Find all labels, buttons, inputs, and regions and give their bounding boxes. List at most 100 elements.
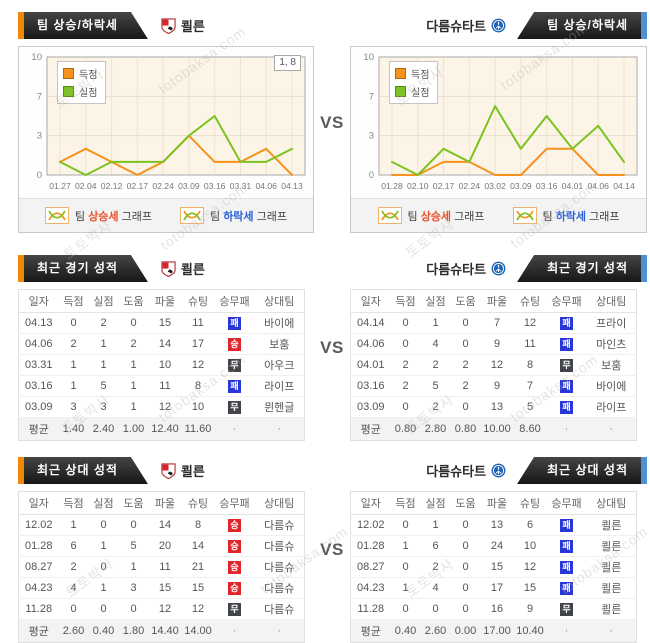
svg-text:04.13: 04.13 bbox=[281, 181, 303, 191]
stat-cell: 0 bbox=[450, 556, 481, 578]
date-cell: 12.02 bbox=[18, 514, 59, 536]
legend-label: 득점 bbox=[79, 70, 98, 81]
team-name-left[interactable]: 쾰른 bbox=[180, 464, 205, 479]
svg-text:03.09: 03.09 bbox=[510, 181, 532, 191]
legend-label: 득점 bbox=[411, 70, 430, 81]
result-cell: 승 bbox=[214, 556, 255, 578]
average-value: 0.80 bbox=[390, 417, 421, 441]
result-cell: 패 bbox=[546, 535, 587, 557]
stat-cell: 12 bbox=[513, 556, 547, 578]
result-badge: 패 bbox=[228, 316, 241, 330]
date-cell: 03.31 bbox=[18, 354, 59, 376]
recent-title: 최근 경기 성적 bbox=[37, 261, 118, 275]
svg-text:03.31: 03.31 bbox=[230, 181, 252, 191]
vs-label: VS bbox=[320, 338, 344, 357]
stat-cell: 1 bbox=[88, 333, 119, 355]
recent-left-column: 최근 경기 성적 쾰른 일자 득점 실점 도움 파울 슈팅 승무패 상대팀 04.13 0 2 0 15… bbox=[0, 255, 314, 441]
team-name-right[interactable]: 다름슈타트 bbox=[426, 464, 487, 479]
team-name-right[interactable]: 다름슈타트 bbox=[426, 262, 487, 277]
average-label: 평균 bbox=[18, 417, 59, 441]
team-name-left[interactable]: 쾰른 bbox=[180, 19, 205, 34]
average-value: 2.60 bbox=[420, 619, 451, 643]
table-row: 03.31 1 1 1 10 12 무 아우크 bbox=[18, 354, 305, 376]
table-row: 11.28 0 0 0 12 12 무 다름슈 bbox=[18, 598, 305, 620]
column-header: 승무패 bbox=[214, 491, 255, 515]
stat-cell: 0 bbox=[88, 556, 119, 578]
column-header: 파울 bbox=[480, 289, 514, 313]
header-accent-blue bbox=[641, 255, 647, 282]
result-cell: 패 bbox=[214, 375, 255, 397]
svg-text:04.14: 04.14 bbox=[613, 181, 635, 191]
chart-legend-item: 실점 bbox=[63, 84, 97, 99]
column-header: 일자 bbox=[350, 491, 391, 515]
stat-cell: 5 bbox=[118, 535, 149, 557]
result-badge: 패 bbox=[560, 400, 573, 414]
table-header-row: 일자 득점 실점 도움 파울 슈팅 승무패 상대팀 bbox=[350, 289, 637, 313]
opponent-cell: 다름슈 bbox=[254, 556, 305, 578]
empty-cell: · bbox=[586, 619, 637, 643]
stat-cell: 15 bbox=[181, 577, 215, 599]
column-header: 득점 bbox=[390, 491, 421, 515]
column-header: 득점 bbox=[390, 289, 421, 313]
stat-cell: 2 bbox=[450, 375, 481, 397]
svg-text:7: 7 bbox=[369, 91, 374, 102]
stat-cell: 0 bbox=[118, 514, 149, 536]
opponent-cell: 쾰른 bbox=[586, 535, 637, 557]
vs-label: VS bbox=[320, 540, 344, 559]
trend-chart-left: 0 3 7 10 01.27 02.04 02.12 02.17 02.24 03.09 03.16… bbox=[31, 52, 306, 191]
empty-cell: · bbox=[586, 417, 637, 441]
column-header: 실점 bbox=[88, 491, 119, 515]
stat-cell: 1 bbox=[88, 577, 119, 599]
average-value: 2.60 bbox=[58, 619, 89, 643]
stat-cell: 2 bbox=[450, 354, 481, 376]
opponent-cell: 쾰른 bbox=[586, 598, 637, 620]
svg-text:04.01: 04.01 bbox=[562, 181, 584, 191]
team-name-left[interactable]: 쾰른 bbox=[180, 262, 205, 277]
result-badge: 패 bbox=[560, 581, 573, 595]
legend-down-trend: 팀 하락세 그래프 bbox=[512, 207, 620, 224]
average-value: 1.80 bbox=[118, 619, 149, 643]
column-header: 도움 bbox=[450, 491, 481, 515]
result-badge: 패 bbox=[560, 518, 573, 532]
result-cell: 승 bbox=[214, 514, 255, 536]
opponent-cell: 다름슈 bbox=[254, 514, 305, 536]
trend-up-icon bbox=[45, 207, 69, 224]
date-cell: 01.28 bbox=[350, 535, 391, 557]
result-cell: 무 bbox=[546, 354, 587, 376]
stat-cell: 17 bbox=[181, 333, 215, 355]
result-badge: 승 bbox=[228, 560, 241, 574]
stat-cell: 13 bbox=[480, 514, 514, 536]
trend-right-column: 다름슈타트 팀 상승/하락세 0 3 7 10 01.28 02.10 02.17 02.24… bbox=[350, 12, 650, 233]
average-value: 14.40 bbox=[148, 619, 182, 643]
stat-cell: 2 bbox=[118, 333, 149, 355]
result-cell: 패 bbox=[546, 375, 587, 397]
stat-cell: 1 bbox=[420, 312, 451, 334]
result-badge: 무 bbox=[560, 358, 573, 372]
trend-header-left: 팀 상승/하락세 쾰른 bbox=[18, 12, 314, 39]
stat-cell: 2 bbox=[390, 375, 421, 397]
stat-cell: 14 bbox=[148, 333, 182, 355]
svg-text:01.27: 01.27 bbox=[49, 181, 71, 191]
trend-chart-panel-right: 0 3 7 10 01.28 02.10 02.17 02.24 03.02 03.09 03.16… bbox=[350, 46, 647, 233]
column-header: 상대팀 bbox=[586, 491, 637, 515]
svg-text:02.24: 02.24 bbox=[459, 181, 481, 191]
stat-cell: 1 bbox=[420, 514, 451, 536]
date-cell: 12.02 bbox=[350, 514, 391, 536]
column-header: 실점 bbox=[420, 491, 451, 515]
svg-text:01.28: 01.28 bbox=[381, 181, 403, 191]
opponent-cell: 바이에 bbox=[586, 375, 637, 397]
result-badge: 무 bbox=[560, 602, 573, 616]
trend-header-tab-left: 팀 상승/하락세 bbox=[24, 12, 148, 39]
stat-cell: 0 bbox=[390, 312, 421, 334]
date-cell: 08.27 bbox=[18, 556, 59, 578]
stat-cell: 0 bbox=[450, 312, 481, 334]
table-row: 04.23 4 1 3 15 15 승 다름슈 bbox=[18, 577, 305, 599]
chart-legend-item: 득점 bbox=[395, 66, 429, 81]
stat-cell: 0 bbox=[450, 396, 481, 418]
vs-column-3: VS bbox=[314, 457, 350, 643]
team-name-right[interactable]: 다름슈타트 bbox=[426, 19, 487, 34]
svg-text:04.06: 04.06 bbox=[255, 181, 277, 191]
result-cell: 패 bbox=[546, 312, 587, 334]
average-value: 1.40 bbox=[58, 417, 89, 441]
recent-table-right: 일자 득점 실점 도움 파울 슈팅 승무패 상대팀 04.14 0 1 0 7 12 패 프라이 04.06 0 4… bbox=[350, 289, 637, 441]
